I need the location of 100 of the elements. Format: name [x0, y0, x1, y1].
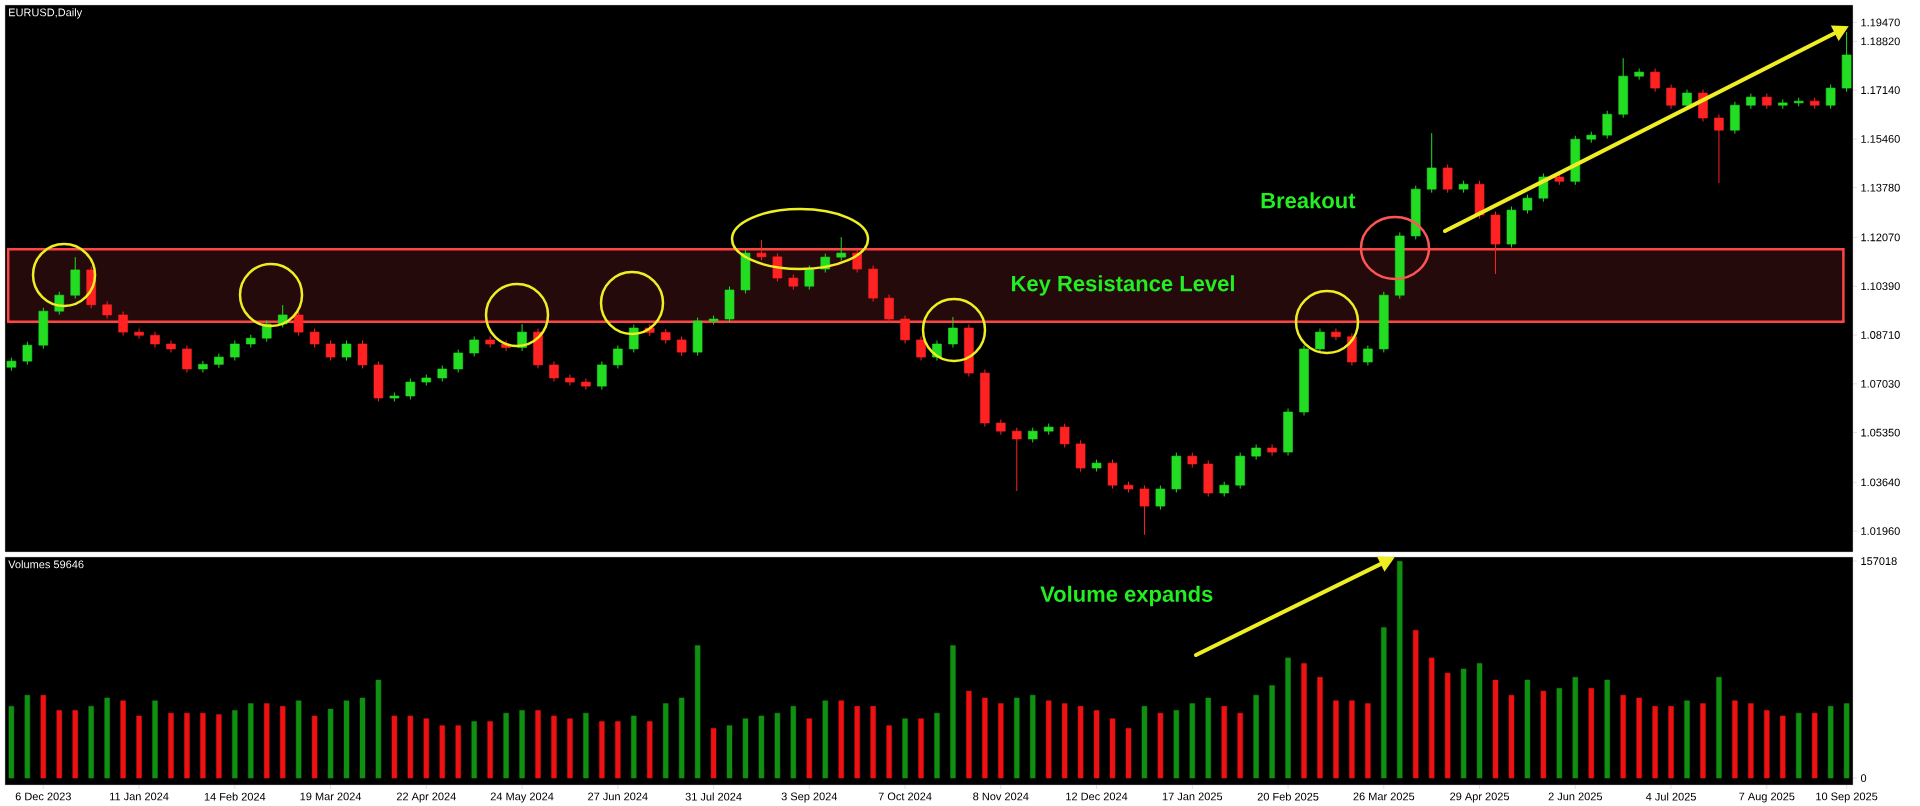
- bar: [1157, 712, 1164, 779]
- bar: [1221, 706, 1227, 779]
- bar: [806, 718, 813, 779]
- bar: [1556, 688, 1563, 779]
- candlestick: [1634, 68, 1644, 81]
- candlestick: [581, 378, 591, 391]
- y-tick-label: 1.08710: [1861, 331, 1900, 339]
- bar: [1141, 706, 1148, 779]
- bar: [200, 712, 206, 779]
- bar: [1540, 690, 1547, 779]
- bar: [1397, 560, 1403, 779]
- bar: [184, 712, 190, 779]
- candlestick: [1139, 484, 1150, 536]
- bar: [343, 700, 350, 779]
- bar: [854, 706, 860, 779]
- bar: [694, 645, 701, 779]
- candlestick: [836, 236, 846, 262]
- y-tick-label: 1.05350: [1861, 428, 1900, 437]
- bar: [1444, 672, 1451, 779]
- bar: [1732, 700, 1738, 779]
- chart-title: Volumes 59646: [8, 560, 84, 569]
- y-tick-label: 1.01960: [1861, 527, 1900, 535]
- bar: [1668, 706, 1674, 779]
- bar: [1125, 728, 1132, 779]
- bar: [1764, 710, 1770, 779]
- candlestick: [1602, 110, 1612, 140]
- bar: [152, 700, 158, 779]
- bar: [631, 715, 637, 779]
- bar: [327, 708, 334, 779]
- x-tick-label: 20 Feb 2025: [1257, 792, 1319, 801]
- bar: [1572, 677, 1579, 779]
- bar: [615, 721, 621, 779]
- x-tick-label: 12 Dec 2024: [1066, 792, 1128, 801]
- candlestick: [1825, 84, 1836, 110]
- x-tick-label: 3 Sep 2024: [781, 792, 838, 803]
- y-tick-label: 1.19470: [1861, 18, 1900, 27]
- bar: [1748, 703, 1754, 779]
- bar: [1333, 700, 1339, 779]
- candlestick: [948, 316, 958, 348]
- candlestick: [629, 324, 639, 353]
- bar: [375, 679, 382, 779]
- bar: [503, 712, 509, 779]
- bar: [1780, 715, 1786, 779]
- bar: [647, 721, 653, 779]
- bar: [1237, 712, 1243, 779]
- bar: [24, 694, 31, 779]
- bar: [1077, 706, 1084, 779]
- bar: [8, 706, 15, 779]
- annotation: Breakout: [1261, 192, 1356, 209]
- bar: [1843, 703, 1850, 779]
- candlestick: [469, 335, 479, 357]
- bar: [1365, 703, 1371, 779]
- bar: [423, 718, 430, 779]
- candlestick: [1522, 194, 1533, 215]
- bar: [136, 715, 142, 779]
- bar: [1030, 694, 1036, 779]
- bar: [870, 706, 876, 779]
- candlestick: [1426, 132, 1437, 194]
- bar: [1524, 679, 1531, 779]
- bar: [1189, 703, 1196, 779]
- candlestick: [118, 310, 128, 337]
- bar: [487, 721, 493, 779]
- bar: [264, 703, 270, 779]
- candlestick: [1363, 344, 1373, 366]
- bar: [1413, 630, 1419, 779]
- candlestick: [1650, 68, 1660, 93]
- bar: [822, 700, 828, 779]
- candlestick: [804, 265, 815, 291]
- bar: [519, 710, 525, 779]
- bar: [120, 700, 126, 779]
- bar: [1811, 712, 1818, 779]
- y-tick-label: 1.12070: [1861, 233, 1900, 242]
- bar: [678, 697, 685, 779]
- y-tick-label: 1.17140: [1861, 86, 1900, 95]
- bar: [774, 712, 781, 779]
- bar: [982, 697, 988, 779]
- bar: [471, 721, 477, 779]
- x-tick-label: 24 May 2024: [490, 792, 554, 803]
- bar: [391, 715, 398, 779]
- bar: [1014, 697, 1020, 779]
- bar: [710, 728, 717, 779]
- candlestick: [1666, 84, 1676, 110]
- bar: [1093, 710, 1100, 779]
- bar: [1652, 706, 1658, 779]
- bar: [359, 697, 366, 779]
- x-tick-label: 29 Apr 2025: [1450, 792, 1510, 803]
- bar: [1604, 679, 1610, 779]
- candlestick: [597, 360, 607, 391]
- x-tick-label: 19 Mar 2024: [300, 792, 362, 801]
- bar: [1269, 685, 1275, 779]
- x-tick-label: 17 Jan 2025: [1162, 792, 1223, 801]
- y-tick-label: 1.15460: [1861, 135, 1900, 143]
- bar: [1460, 668, 1467, 779]
- x-tick-label: 27 Jun 2024: [588, 792, 648, 801]
- band-label: Key Resistance Level: [1012, 275, 1234, 296]
- candlestick: [1155, 484, 1166, 511]
- candlestick: [453, 349, 463, 373]
- y-tick-label: 1.18820: [1861, 37, 1900, 46]
- candlestick: [1107, 459, 1118, 490]
- y-tick-label: 1.07030: [1861, 379, 1900, 388]
